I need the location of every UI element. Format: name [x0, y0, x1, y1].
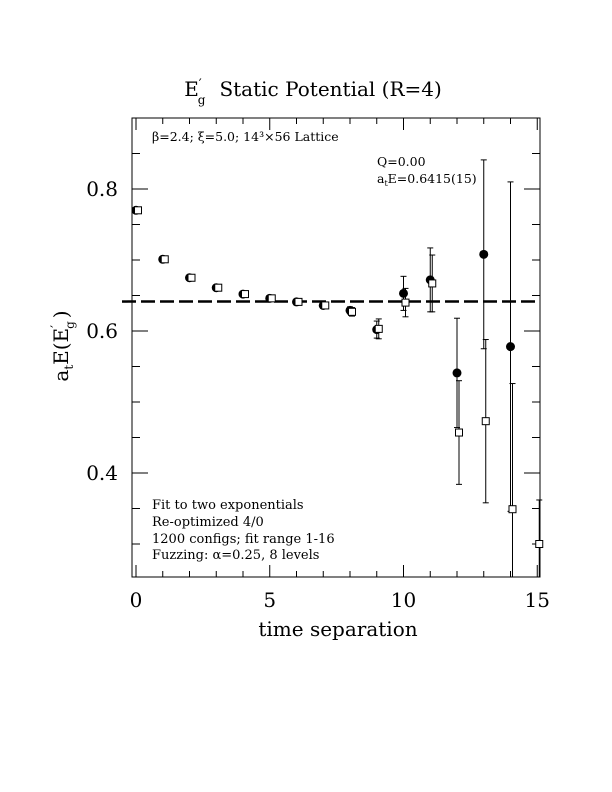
y-label-a-sub: t — [62, 365, 76, 370]
chart-title: E′ g Static Potential (R=4) — [184, 77, 442, 107]
lattice-annotation: β=2.4; ξ=5.0; 14³×56 Lattice — [152, 129, 339, 144]
data-point-square — [294, 297, 303, 306]
data-point-circle — [399, 288, 408, 298]
plot-frame — [131, 117, 541, 578]
y-tick-label: 0.4 — [86, 461, 118, 485]
axes-layer: 0 5 10 15 0.4 0.6 0.8 — [86, 117, 550, 612]
data-point-square — [401, 298, 410, 307]
fit-note-3: 1200 configs; fit range 1-16 — [152, 532, 335, 547]
y-label-sub: g — [63, 321, 77, 329]
fit-energy-sub: t — [384, 179, 388, 188]
title-sub: g — [198, 93, 206, 107]
data-point-square — [134, 206, 142, 215]
data-point-square — [535, 540, 544, 548]
data-point-square — [455, 428, 463, 437]
y-label-a: a — [49, 370, 73, 382]
fit-energy-annotation: atE=0.6415(15) — [377, 171, 477, 188]
x-axis-label: time separation — [258, 617, 417, 641]
data-point-square — [267, 294, 276, 303]
data-point-square — [214, 283, 223, 292]
x-tick-label: 10 — [391, 588, 416, 612]
y-label-sup: ′ — [49, 325, 64, 328]
fit-energy-a: a — [377, 171, 385, 186]
data-point-square — [187, 273, 196, 282]
fit-note-1: Fit to two exponentials — [152, 498, 304, 513]
y-label-close: ) — [49, 310, 73, 318]
data-point-square — [428, 279, 437, 288]
data-point-square — [508, 505, 517, 514]
fit-note-2: Re-optimized 4/0 — [152, 515, 264, 530]
data-point-square — [321, 301, 330, 310]
fit-note-4: Fuzzing: α=0.25, 8 levels — [152, 548, 319, 563]
title-rest: Static Potential (R=4) — [219, 77, 441, 101]
data-point-square — [160, 255, 169, 264]
fit-energy-rest: E=0.6415(15) — [388, 171, 477, 186]
x-tick-label: 5 — [263, 588, 276, 612]
x-tick-label: 0 — [130, 588, 143, 612]
data-point-square — [481, 417, 490, 426]
marks-layer — [122, 159, 544, 577]
x-tick-label: 15 — [525, 588, 550, 612]
q-annotation: Q=0.00 — [377, 154, 426, 169]
data-point-circle — [452, 368, 462, 378]
title-main: E — [184, 77, 199, 101]
y-tick-label: 0.6 — [86, 319, 118, 343]
data-point-circle — [479, 249, 489, 259]
data-point-circle — [506, 342, 515, 352]
data-point-square — [348, 307, 356, 316]
data-point-square — [374, 324, 383, 333]
data-point-square — [241, 290, 249, 299]
title-sup: ′ — [199, 77, 202, 92]
y-axis-label: atE(E′g) — [49, 310, 77, 381]
fit-notes: Fit to two exponentials Re-optimized 4/0… — [152, 498, 335, 563]
y-label-e: E(E — [49, 328, 73, 365]
y-tick-label: 0.8 — [86, 177, 118, 201]
